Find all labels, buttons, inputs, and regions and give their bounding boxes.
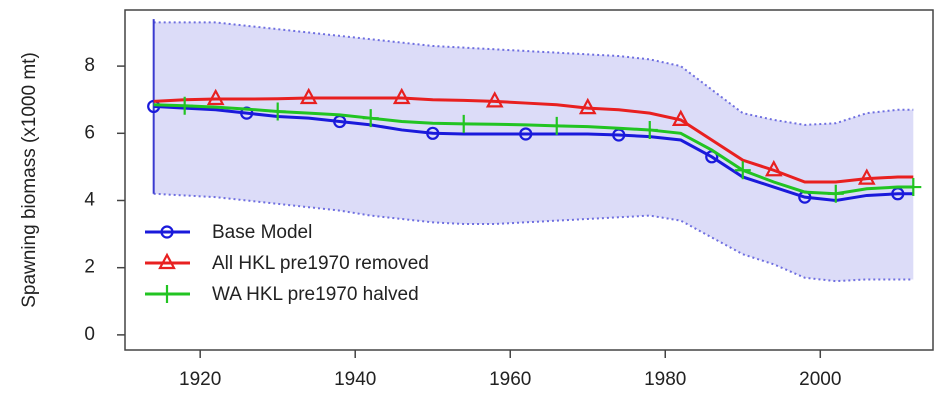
marker — [362, 109, 379, 128]
marker — [548, 116, 565, 135]
y-tick-label: 4 — [84, 190, 95, 211]
marker — [392, 87, 411, 105]
y-tick-label: 0 — [84, 324, 95, 345]
marker — [734, 161, 751, 180]
x-tick-label: 1940 — [334, 369, 376, 390]
marker — [641, 120, 658, 139]
x-tick-label: 1980 — [644, 369, 686, 390]
marker — [269, 102, 286, 121]
y-tick-label: 2 — [84, 257, 95, 278]
marker — [905, 178, 922, 197]
marker — [578, 97, 597, 115]
legend-label: All HKL pre1970 removed — [212, 253, 429, 274]
legend-marker — [159, 285, 175, 303]
y-tick-label: 8 — [84, 55, 95, 76]
marker — [857, 168, 876, 185]
y-tick-label: 6 — [84, 122, 95, 143]
marker — [426, 126, 440, 140]
plot-frame — [124, 9, 934, 351]
marker — [519, 127, 533, 141]
legend-label: Base Model — [212, 222, 312, 243]
marker — [299, 87, 318, 105]
x-tick-label: 2000 — [799, 369, 841, 390]
marker — [206, 88, 225, 106]
marker — [764, 159, 783, 177]
y-axis-label: Spawning biomass (x1000 mt) — [19, 52, 40, 308]
interval-band — [153, 22, 914, 282]
legend-label: WA HKL pre1970 halved — [212, 284, 419, 305]
x-tick-label: 1920 — [179, 369, 221, 390]
marker — [176, 96, 193, 115]
x-tick-label: 1960 — [489, 369, 531, 390]
legend-marker — [158, 252, 176, 270]
marker — [455, 114, 472, 133]
interval-edge — [153, 192, 914, 283]
marker — [827, 184, 844, 203]
marker — [671, 109, 690, 126]
series-line — [153, 96, 914, 184]
interval-edge — [153, 21, 914, 126]
marker — [485, 91, 504, 108]
legend-marker — [160, 225, 174, 239]
